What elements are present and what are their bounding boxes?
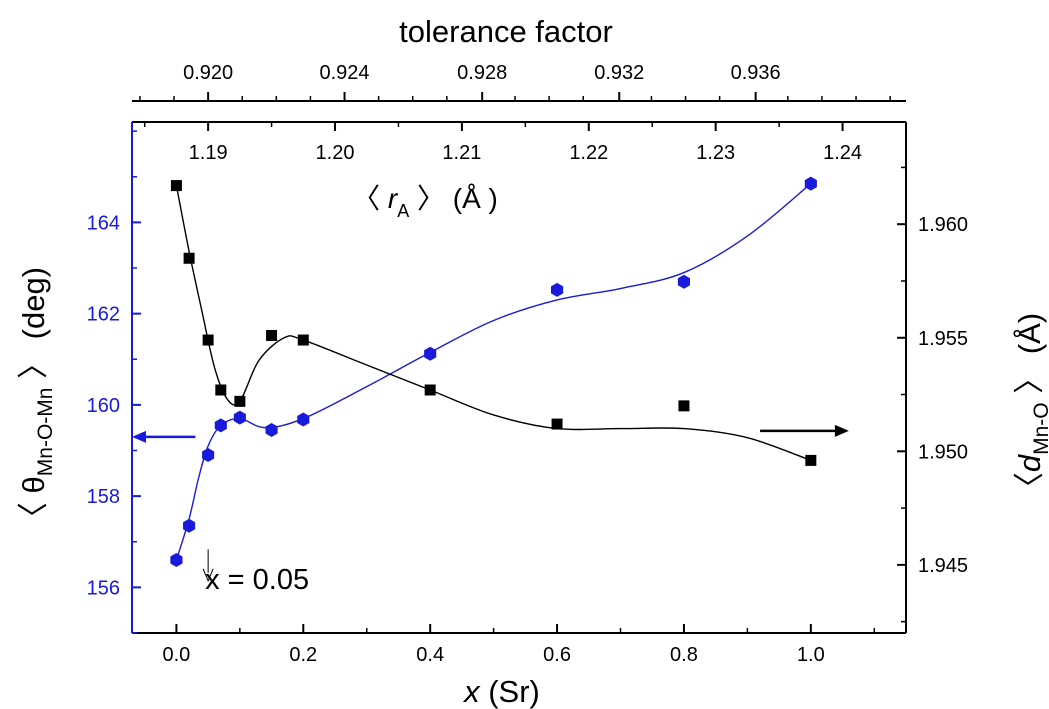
right-axis: 1.945 1.950 1.955 1.960 bbox=[897, 166, 968, 623]
d-mn-o-point bbox=[424, 384, 436, 396]
x-tick-label: 0.0 bbox=[163, 644, 191, 666]
annotation-label: x = 0.05 bbox=[205, 564, 309, 596]
theta-point bbox=[170, 553, 183, 567]
data-points bbox=[170, 176, 817, 567]
left-title-sub: Mn-O-Mn bbox=[34, 388, 57, 477]
d-mn-o-point bbox=[297, 334, 309, 346]
left-tick-label: 156 bbox=[87, 577, 120, 599]
theta-point bbox=[183, 518, 196, 533]
arrows bbox=[132, 424, 849, 443]
x-title-rest: (Sr) bbox=[480, 674, 540, 709]
right-tick-label: 1.945 bbox=[918, 555, 968, 577]
d-mn-o-point bbox=[266, 329, 278, 341]
ra-tick-label: 1.23 bbox=[696, 142, 735, 164]
annotation-arrow-head bbox=[202, 568, 214, 583]
theta-point bbox=[233, 410, 246, 425]
top-tolerance-axis: 0.920 0.924 0.928 0.932 0.936 bbox=[139, 62, 891, 101]
d-fit-curve bbox=[175, 185, 812, 462]
d-mn-o-point bbox=[183, 252, 195, 264]
left-axis: 156 158 160 162 164 bbox=[87, 130, 141, 634]
right-axis-title: 〈dMn-O 〉 (Å) bbox=[1012, 313, 1049, 503]
ra-tick-label: 1.20 bbox=[316, 142, 355, 164]
d-mn-o-point bbox=[202, 334, 214, 346]
tolerance-tick-label: 0.920 bbox=[183, 62, 233, 84]
ra-title-var: r bbox=[388, 183, 399, 214]
d-mn-o-point bbox=[170, 180, 182, 192]
ra-tick-label: 1.21 bbox=[442, 142, 481, 164]
x-axis-title: x (Sr) bbox=[462, 674, 540, 709]
left-tick-label: 158 bbox=[87, 486, 120, 508]
ra-tick-label: 1.22 bbox=[569, 142, 608, 164]
theta-point bbox=[265, 422, 278, 437]
tolerance-tick-label: 0.928 bbox=[457, 62, 507, 84]
right-title-suffix: 〉 (Å) bbox=[1012, 313, 1047, 403]
tolerance-tick-label: 0.936 bbox=[731, 62, 781, 84]
theta-fit-curve bbox=[175, 183, 812, 561]
theta-point bbox=[214, 418, 227, 433]
x-title-var: x bbox=[462, 674, 481, 709]
theta-point bbox=[677, 274, 691, 289]
right-tick-label: 1.960 bbox=[918, 214, 968, 236]
right-title-var: d bbox=[1012, 453, 1047, 472]
right-tick-label: 1.955 bbox=[918, 328, 968, 350]
ra-title-suffix: 〉 (Å ) bbox=[409, 183, 498, 214]
x-tick-label: 0.6 bbox=[543, 644, 571, 666]
x-tick-label: 0.4 bbox=[416, 644, 444, 666]
theta-point bbox=[297, 412, 310, 427]
left-title-prefix: 〈 θ bbox=[16, 476, 51, 533]
theta-point bbox=[551, 282, 564, 297]
plot-frame bbox=[131, 100, 907, 634]
x-tick-label: 1.0 bbox=[797, 644, 825, 666]
d-mn-o-point bbox=[678, 400, 690, 412]
bottom-axis: 0.0 0.2 0.4 0.6 0.8 1.0 bbox=[163, 624, 876, 666]
ra-tick-label: 1.24 bbox=[823, 142, 862, 164]
tolerance-tick-label: 0.932 bbox=[594, 62, 644, 84]
theta-point bbox=[424, 346, 437, 361]
theta-point bbox=[202, 448, 215, 463]
theta-point bbox=[804, 176, 817, 191]
ra-title-prefix: 〈 bbox=[352, 183, 388, 214]
ra-title-sub: A bbox=[397, 201, 409, 221]
d-mn-o-point bbox=[215, 384, 227, 396]
left-tick-label: 162 bbox=[87, 304, 120, 326]
d-mn-o-point bbox=[551, 418, 563, 430]
left-axis-title: 〈 θMn-O-Mn 〉 (deg) bbox=[16, 267, 57, 533]
ra-axis-title: 〈 rA 〉 (Å ) bbox=[352, 183, 498, 221]
right-title-prefix: 〈 bbox=[1012, 472, 1047, 503]
annotations: x = 0.05 bbox=[202, 549, 309, 596]
top-axis-title: tolerance factor bbox=[399, 14, 613, 49]
top-ra-axis: 1.19 1.20 1.21 1.22 1.23 1.24 bbox=[143, 122, 862, 164]
right-title-sub: Mn-O bbox=[1030, 402, 1049, 455]
right-arrow-head bbox=[834, 424, 849, 437]
x-tick-label: 0.2 bbox=[289, 644, 317, 666]
d-mn-o-point bbox=[805, 454, 817, 466]
fit-curves bbox=[175, 183, 812, 561]
left-tick-label: 160 bbox=[87, 395, 120, 417]
d-mn-o-point bbox=[234, 395, 246, 407]
right-tick-label: 1.950 bbox=[918, 441, 968, 463]
left-title-suffix: 〉 (deg) bbox=[16, 267, 51, 388]
tolerance-tick-label: 0.924 bbox=[320, 62, 370, 84]
x-tick-label: 0.8 bbox=[670, 644, 698, 666]
left-tick-label: 164 bbox=[87, 212, 120, 234]
ra-tick-label: 1.19 bbox=[189, 142, 228, 164]
left-arrow-head bbox=[132, 430, 146, 443]
